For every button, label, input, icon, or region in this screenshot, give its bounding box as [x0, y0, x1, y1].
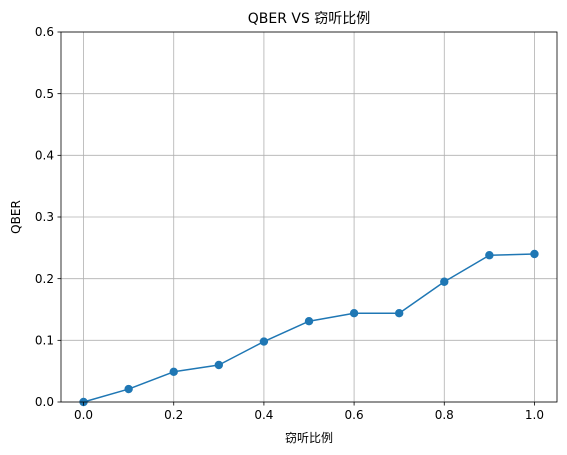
- data-point: [259, 337, 269, 346]
- x-tick-label: 0.6: [345, 408, 364, 422]
- data-point: [394, 309, 404, 318]
- data-point: [124, 384, 133, 394]
- data-point: [169, 367, 178, 376]
- data-point: [304, 317, 314, 326]
- y-tick-label: 0.5: [35, 87, 54, 101]
- x-axis-label: 窃听比例: [285, 430, 333, 445]
- y-tick-label: 0.0: [35, 395, 54, 409]
- x-tick-label: 0.0: [74, 408, 93, 422]
- y-tick-label: 0.1: [35, 334, 54, 348]
- series-layer: [79, 249, 539, 407]
- data-point: [530, 249, 539, 259]
- data-point: [214, 360, 224, 370]
- y-axis-label: QBER: [9, 200, 23, 234]
- y-tick-label: 0.4: [35, 149, 54, 163]
- y-tick-label: 0.2: [35, 272, 54, 286]
- y-tick-label: 0.3: [35, 210, 54, 224]
- x-tick-label: 0.2: [164, 408, 183, 422]
- data-point: [349, 309, 359, 318]
- data-point: [485, 251, 494, 260]
- chart-title: QBER VS 窃听比例: [248, 11, 371, 27]
- x-tick-label: 0.8: [435, 408, 454, 422]
- y-axis-ticks: 0.0 0.1 0.2 0.3 0.4 0.5 0.6: [35, 25, 61, 409]
- data-point: [440, 277, 449, 286]
- x-tick-label: 0.4: [254, 408, 273, 422]
- y-tick-label: 0.6: [35, 25, 54, 39]
- x-tick-label: 1.0: [525, 408, 544, 422]
- x-axis-ticks: 0.0 0.2 0.4 0.6 0.8 1.0: [74, 402, 544, 422]
